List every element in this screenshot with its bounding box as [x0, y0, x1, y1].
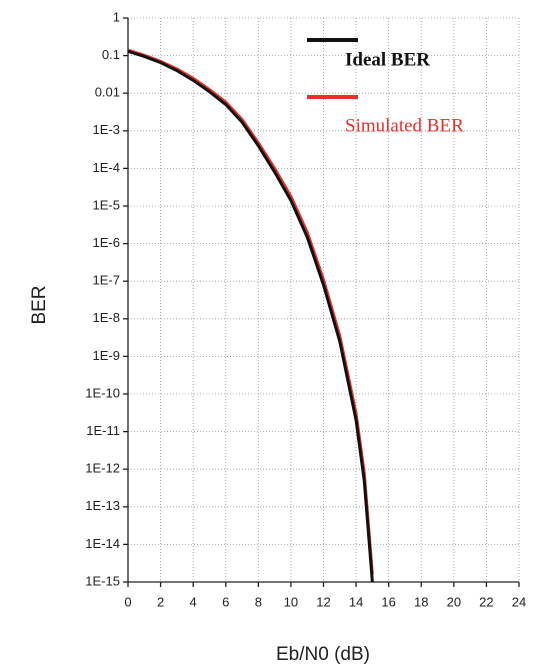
y-tick-label: 1E-9: [93, 348, 120, 363]
x-tick-label: 12: [316, 594, 330, 609]
y-tick-label: 1E-5: [93, 197, 120, 212]
x-tick-label: 20: [447, 594, 461, 609]
x-tick-label: 6: [222, 594, 229, 609]
x-tick-label: 2: [157, 594, 164, 609]
y-tick-label: 0.01: [95, 85, 120, 100]
x-tick-label: 22: [479, 594, 493, 609]
legend-label: Ideal BER: [345, 49, 430, 70]
y-tick-label: 1E-13: [85, 498, 120, 513]
x-tick-label: 14: [349, 594, 363, 609]
y-tick-label: 1E-14: [85, 536, 120, 551]
y-tick-label: 1E-8: [93, 310, 120, 325]
x-tick-label: 4: [190, 594, 197, 609]
series-line: [128, 49, 374, 582]
x-tick-label: 0: [124, 594, 131, 609]
y-tick-label: 1E-4: [93, 160, 120, 175]
x-tick-label: 10: [284, 594, 298, 609]
y-tick-label: 0.1: [102, 47, 120, 62]
x-tick-label: 24: [512, 594, 526, 609]
y-axis-label: BER: [29, 285, 50, 324]
legend-label: Simulated BER: [345, 115, 464, 136]
x-tick-label: 18: [414, 594, 428, 609]
y-tick-label: 1E-10: [85, 385, 120, 400]
y-tick-label: 1E-3: [93, 122, 120, 137]
x-axis-label: Eb/N0 (dB): [276, 644, 370, 665]
x-tick-label: 8: [255, 594, 262, 609]
y-tick-label: 1E-12: [85, 461, 120, 476]
y-tick-label: 1: [113, 9, 120, 24]
y-tick-label: 1E-6: [93, 235, 120, 250]
y-tick-label: 1E-7: [93, 273, 120, 288]
y-tick-label: 1E-15: [85, 573, 120, 588]
y-tick-label: 1E-11: [86, 423, 120, 438]
x-tick-label: 16: [381, 594, 395, 609]
series-line: [128, 48, 374, 575]
